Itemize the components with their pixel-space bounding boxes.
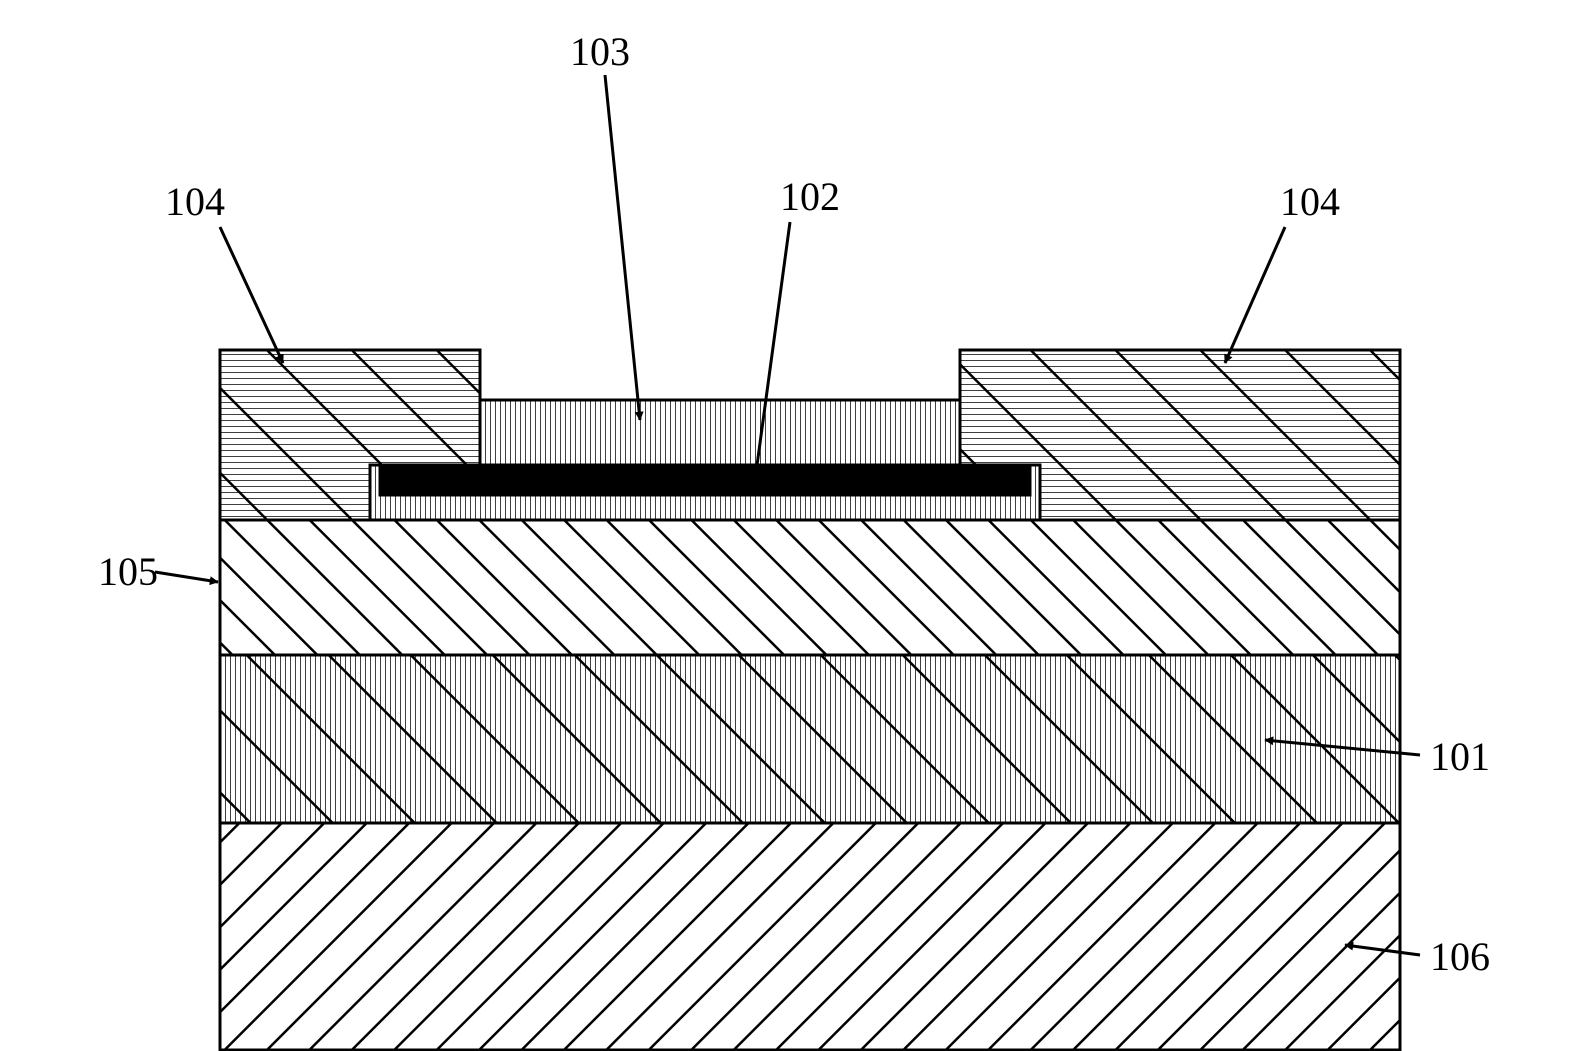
label-106: 106 [1430, 934, 1490, 979]
callout-104L: 104 [165, 179, 283, 363]
arrow-104R [1225, 227, 1285, 363]
label-105: 105 [98, 549, 158, 594]
layer-105 [220, 520, 1400, 655]
label-103: 103 [570, 29, 630, 74]
layer-106 [220, 823, 1400, 1050]
label-104R: 104 [1280, 179, 1340, 224]
label-102: 102 [780, 174, 840, 219]
arrow-105 [155, 572, 218, 582]
layer-101 [220, 655, 1400, 823]
callout-105: 105 [98, 549, 218, 594]
label-104L: 104 [165, 179, 225, 224]
layer-102 [380, 465, 1030, 495]
arrow-103 [605, 75, 640, 420]
label-101: 101 [1430, 734, 1490, 779]
callout-103: 103 [570, 29, 640, 420]
arrow-104L [220, 227, 283, 363]
callout-104R: 104 [1225, 179, 1340, 363]
